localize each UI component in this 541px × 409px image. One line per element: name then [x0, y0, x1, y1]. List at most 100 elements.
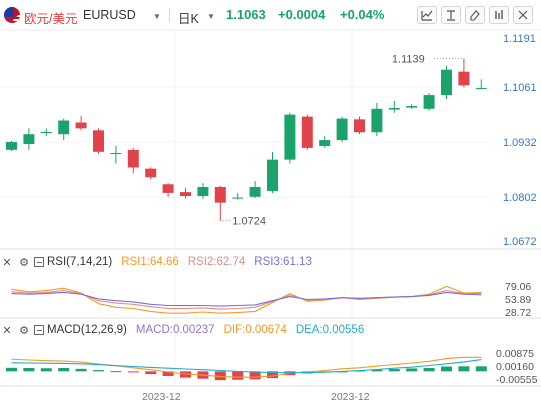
price-axis-label: 1.1191 [503, 33, 536, 45]
macd-bar [249, 371, 261, 380]
candle-body [197, 187, 209, 197]
macd-bar [58, 368, 70, 372]
candles-group [6, 58, 487, 221]
candle-body [354, 119, 365, 133]
candle-body [406, 106, 418, 108]
price-change: +0.0004 [278, 7, 326, 22]
candle [267, 151, 278, 193]
macd-value: MACD:0.00237 [135, 324, 215, 336]
macd-bar [267, 371, 278, 379]
candle [475, 79, 487, 90]
pair-dropdown-icon[interactable]: ▼ [153, 12, 161, 21]
high-annotation: 1.1139 [392, 53, 464, 65]
header-divider [169, 8, 170, 22]
macd-axis-label: 0.00160 [496, 361, 534, 373]
rsi-indicator-bar: ✕ ⚙ RSI(7,14,21) RSI1:64.66 RSI2:62.74 R… [0, 254, 321, 270]
macd-bar [75, 368, 87, 372]
candle-body [388, 108, 400, 110]
pair-code[interactable]: EURUSD [83, 8, 136, 22]
text-tool-icon[interactable] [441, 6, 461, 24]
candle-body [284, 114, 296, 160]
rsi-axis: 79.06 53.89 28.72 [505, 281, 531, 319]
currency-flag-icon [4, 7, 20, 23]
hide-indicator-icon[interactable]: ✕ [2, 256, 12, 269]
macd-axis: 0.00875 0.00160 -0.00555 [496, 348, 538, 386]
macd-bar [406, 368, 418, 372]
candle-body [423, 95, 435, 109]
settings-gear-icon[interactable]: ⚙ [19, 324, 29, 337]
rsi-lines [11, 285, 482, 314]
price-axis-label: 1.0802 [503, 192, 537, 204]
candle [441, 65, 452, 100]
candle-body [319, 140, 331, 146]
macd-bar [180, 371, 191, 378]
candle [197, 183, 209, 199]
indicator-icon[interactable] [489, 6, 509, 24]
time-axis-label: 2023-12 [331, 391, 370, 403]
period-dropdown-icon[interactable]: ▼ [207, 12, 215, 21]
macd-bar [6, 367, 17, 372]
price-axis: 1.1191 1.1061 1.0932 1.0802 1.0672 [503, 33, 537, 248]
candle-body [180, 192, 191, 197]
macd-bar [371, 369, 383, 372]
macd-bar [475, 366, 487, 372]
candle [6, 140, 17, 152]
candle [93, 128, 104, 154]
line-tool-icon[interactable] [417, 6, 437, 24]
macd-histogram [6, 366, 487, 381]
candle-body [23, 134, 35, 144]
collapse-indicator-icon[interactable] [34, 325, 44, 335]
candle-body [475, 88, 487, 90]
macd-bar [441, 366, 452, 372]
candle [388, 100, 400, 113]
candle [423, 93, 435, 111]
dif-value: DIF:0.00674 [223, 324, 287, 336]
hide-indicator-icon[interactable]: ✕ [2, 324, 12, 337]
macd-indicator-bar: ✕ ⚙ MACD(12,26,9) MACD:0.00237 DIF:0.006… [0, 322, 364, 338]
candle-body [6, 142, 17, 150]
candle-body [145, 168, 157, 178]
candle-body [40, 131, 52, 134]
candle-body [336, 118, 348, 141]
macd-bar [145, 371, 157, 375]
candle [406, 104, 418, 109]
candle [354, 116, 365, 135]
macd-title: MACD(12,26,9) [47, 324, 127, 336]
dea-value: DEA:0.00556 [295, 324, 365, 336]
candle-body [110, 152, 122, 154]
candle-body [267, 159, 278, 191]
candle-body [441, 69, 452, 96]
price-axis-label: 1.0932 [503, 137, 537, 149]
macd-bar [388, 369, 400, 372]
collapse-indicator-icon[interactable] [34, 257, 44, 267]
low-annotation: 1.0724 [220, 216, 266, 228]
candle [232, 192, 244, 200]
candle [180, 187, 191, 199]
rsi-axis-label: 28.72 [505, 307, 531, 319]
price-axis-label: 1.0672 [503, 236, 537, 248]
rsi-line-rsi2 [11, 290, 482, 310]
pair-name-cn[interactable]: 欧元/美元 [24, 12, 78, 26]
candle [40, 128, 52, 137]
price-axis-label: 1.1061 [503, 82, 537, 94]
close-icon[interactable] [513, 6, 533, 24]
settings-gear-icon[interactable]: ⚙ [19, 256, 29, 269]
candle [127, 147, 139, 174]
dea-line [11, 359, 482, 374]
macd-lines [11, 356, 482, 378]
candle-body [93, 130, 104, 152]
candle-body [458, 71, 470, 86]
candle [110, 145, 122, 164]
candle-body [162, 184, 174, 193]
macd-bar [232, 371, 244, 380]
candle [458, 58, 470, 88]
candle [301, 114, 313, 150]
candle-body [232, 197, 244, 199]
candle-body [249, 187, 261, 197]
candle-body [127, 149, 139, 168]
period-selector[interactable]: 日K [178, 12, 199, 26]
rsi-axis-label: 53.89 [505, 294, 531, 306]
rsi-line-rsi1 [11, 285, 482, 314]
eraser-icon[interactable] [465, 6, 485, 24]
